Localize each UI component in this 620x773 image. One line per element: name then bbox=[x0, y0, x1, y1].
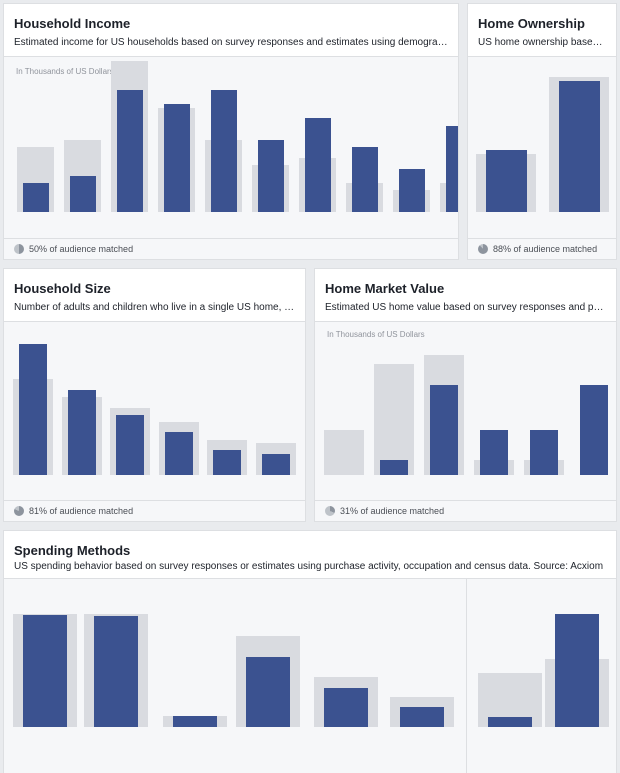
baseline-bar bbox=[374, 364, 414, 475]
card-description: US home ownership based o... bbox=[478, 37, 606, 48]
audience-bar bbox=[246, 656, 290, 727]
card-header: Household Income Estimated income for US… bbox=[4, 4, 458, 57]
card-header: Spending Methods US spending behavior ba… bbox=[4, 531, 616, 579]
card-title: Household Size bbox=[14, 281, 111, 296]
card-header: Household Size Number of adults and chil… bbox=[4, 269, 305, 322]
audience-bar bbox=[488, 717, 532, 727]
card-title: Household Income bbox=[14, 16, 131, 31]
audience-bar bbox=[304, 118, 331, 212]
audience-bar bbox=[257, 140, 284, 212]
audience-bar bbox=[445, 125, 458, 212]
audience-bar bbox=[400, 707, 444, 727]
audience-bar bbox=[351, 147, 378, 212]
audience-bar bbox=[210, 89, 237, 212]
audience-bar bbox=[530, 430, 558, 475]
chart-area bbox=[4, 579, 616, 773]
unit-label: In Thousands of US Dollars bbox=[327, 330, 425, 339]
audience-bar bbox=[380, 460, 408, 475]
home-market-value-card: Home Market Value Estimated US home valu… bbox=[314, 268, 617, 522]
pie-chart-icon bbox=[325, 506, 335, 516]
household-income-card: Household Income Estimated income for US… bbox=[3, 3, 459, 260]
audience-matched-text: 31% of audience matched bbox=[340, 506, 445, 516]
audience-matched-text: 88% of audience matched bbox=[493, 244, 598, 254]
home-ownership-card: Home Ownership US home ownership based o… bbox=[467, 3, 617, 260]
card-header: Home Market Value Estimated US home valu… bbox=[315, 269, 616, 322]
card-header: Home Ownership US home ownership based o… bbox=[468, 4, 616, 57]
pie-chart-icon bbox=[14, 244, 24, 254]
audience-bar bbox=[22, 183, 49, 212]
chart-area: In Thousands of US Dollars 31% of audien… bbox=[315, 322, 616, 521]
audience-bar bbox=[173, 715, 217, 727]
audience-matched-text: 50% of audience matched bbox=[29, 244, 134, 254]
audience-footer: 81% of audience matched bbox=[4, 500, 305, 521]
audience-bar bbox=[485, 150, 527, 212]
audience-bar bbox=[558, 80, 600, 212]
chart-area: 81% of audience matched bbox=[4, 322, 305, 521]
audience-footer: 31% of audience matched bbox=[315, 500, 616, 521]
audience-bar bbox=[213, 450, 241, 475]
card-title: Spending Methods bbox=[14, 543, 131, 558]
card-description: Estimated income for US households based… bbox=[14, 37, 448, 48]
pie-chart-icon bbox=[478, 244, 488, 254]
audience-bar bbox=[164, 432, 193, 475]
audience-bar bbox=[555, 613, 599, 727]
audience-bar bbox=[94, 616, 138, 727]
audience-bar bbox=[67, 389, 96, 475]
audience-bar bbox=[116, 414, 144, 475]
audience-bar bbox=[430, 385, 458, 475]
audience-footer: 50% of audience matched bbox=[4, 238, 458, 259]
audience-matched-text: 81% of audience matched bbox=[29, 506, 134, 516]
pie-chart-icon bbox=[14, 506, 24, 516]
card-description: Number of adults and children who live i… bbox=[14, 302, 295, 313]
audience-bar bbox=[116, 89, 143, 212]
card-title: Home Market Value bbox=[325, 281, 445, 296]
card-description: US spending behavior based on survey res… bbox=[14, 561, 604, 572]
audience-footer: 88% of audience matched bbox=[468, 238, 616, 259]
spending-methods-card: Spending Methods US spending behavior ba… bbox=[3, 530, 617, 773]
audience-bar bbox=[69, 176, 96, 212]
baseline-bar bbox=[324, 430, 364, 475]
audience-bar bbox=[580, 385, 608, 475]
audience-bar bbox=[261, 453, 290, 475]
card-description: Estimated US home value based on survey … bbox=[325, 302, 606, 313]
household-size-card: Household Size Number of adults and chil… bbox=[3, 268, 306, 522]
audience-bar bbox=[398, 168, 425, 212]
audience-bar bbox=[480, 430, 508, 475]
audience-bar bbox=[23, 615, 67, 727]
audience-bar bbox=[19, 343, 47, 475]
card-title: Home Ownership bbox=[478, 16, 585, 31]
section-divider bbox=[466, 579, 467, 773]
audience-bar bbox=[324, 687, 368, 727]
chart-area: 88% of audience matched bbox=[468, 57, 616, 259]
chart-area: In Thousands of US Dollars 50% of audien… bbox=[4, 57, 458, 259]
unit-label: In Thousands of US Dollars bbox=[16, 67, 114, 76]
audience-bar bbox=[163, 104, 190, 212]
